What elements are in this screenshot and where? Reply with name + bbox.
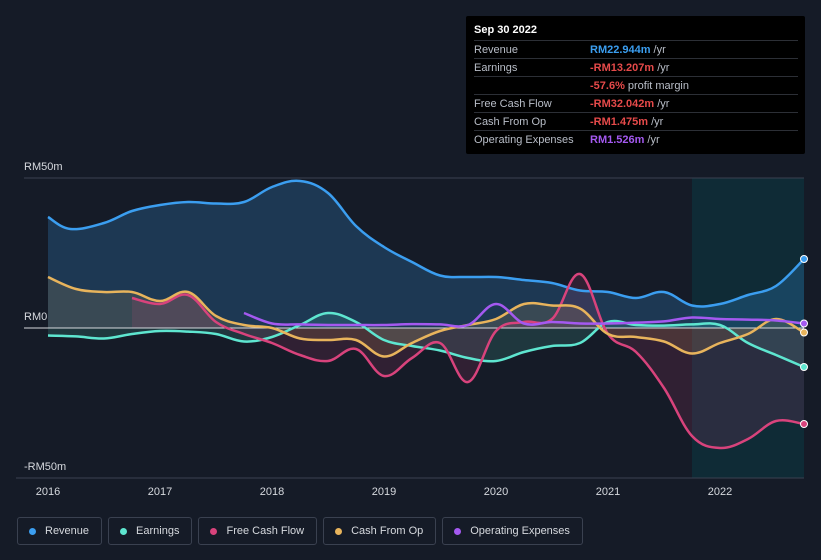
financial-history-chart: RM50m RM0 -RM50m 2016 2017 2018 2019 2020 202… (16, 161, 808, 498)
legend-dot-icon (29, 527, 36, 535)
tooltip-row-unit: /yr (653, 43, 666, 56)
x-tick-label: 2022 (708, 486, 732, 498)
legend-item-free-cash-flow[interactable]: Free Cash Flow (198, 517, 318, 545)
end-marker-operating-expenses (800, 319, 808, 328)
area-fills (48, 180, 804, 449)
tooltip-row: -57.6% profit margin (474, 77, 798, 95)
y-tick-label-top: RM50m (24, 161, 63, 173)
x-tick-label: 2020 (484, 486, 508, 498)
tooltip-row-value: -RM32.042m (590, 97, 655, 110)
line-free-cash-flow (131, 272, 805, 450)
legend-dot-icon (210, 527, 218, 535)
tooltip-row-unit: profit margin (627, 79, 689, 92)
tooltip-row-value: RM1.526m (590, 133, 645, 146)
tooltip-row: Revenue RM22.944m/yr (474, 41, 798, 59)
tooltip-row-unit: /yr (647, 133, 660, 146)
legend-item-cash-from-op[interactable]: Cash From Op (323, 517, 437, 545)
legend-label: Revenue (45, 525, 90, 537)
area-cash-from-op (48, 277, 804, 357)
tooltip-rows: Revenue RM22.944m/yr Earnings -RM13.207m/yr… (474, 41, 798, 148)
tooltip-row-value: -RM1.475m (590, 115, 649, 128)
tooltip-row: Operating Expenses RM1.526m/yr (474, 131, 798, 148)
series-end-markers (800, 255, 808, 428)
tooltip-row-label: Free Cash Flow (474, 97, 552, 110)
tooltip-date: Sep 30 2022 (474, 22, 798, 41)
line-operating-expenses (243, 302, 805, 328)
tooltip-row-label: Cash From Op (474, 115, 547, 128)
tooltip-row-unit: /yr (657, 97, 670, 110)
legend-item-revenue[interactable]: Revenue (17, 517, 103, 545)
tooltip-row-value: RM22.944m (590, 43, 651, 56)
tooltip-row-value: -57.6% (590, 79, 625, 92)
x-tick-label: 2017 (148, 486, 172, 498)
end-marker-earnings (800, 363, 808, 371)
legend-dot-icon (454, 527, 462, 535)
y-tick-label-zero: RM0 (24, 311, 47, 323)
tooltip-row-unit: /yr (657, 61, 670, 74)
tooltip-row-unit: /yr (651, 115, 664, 128)
legend-label: Free Cash Flow (226, 525, 305, 537)
area-earnings (48, 312, 804, 367)
tooltip-row: Earnings -RM13.207m/yr (474, 59, 798, 77)
end-marker-cash-from-op (800, 328, 808, 337)
legend-label: Earnings (136, 525, 180, 537)
tooltip-row: Cash From Op -RM1.475m/yr (474, 113, 798, 131)
tooltip-row: Free Cash Flow -RM32.042m/yr (474, 95, 798, 113)
tooltip-panel: Sep 30 2022 Revenue RM22.944m/yr Earnings -… (466, 16, 805, 154)
area-free-cash-flow (132, 273, 804, 449)
end-marker-free-cash-flow (800, 420, 808, 428)
legend-label: Operating Expenses (470, 525, 570, 537)
line-revenue (47, 179, 805, 308)
line-cash-from-op (47, 275, 805, 358)
tooltip-row-label: Operating Expenses (474, 133, 574, 146)
y-tick-label-bottom: -RM50m (24, 461, 66, 473)
legend-label: Cash From Op (351, 525, 424, 537)
series-lines (47, 179, 805, 450)
x-axis-ticks: 2016 2017 2018 2019 2020 2021 2022 (36, 486, 732, 498)
legend-item-earnings[interactable]: Earnings (108, 517, 193, 545)
x-tick-label: 2018 (260, 486, 284, 498)
tooltip-row-label: Earnings (474, 61, 518, 74)
x-tick-label: 2021 (596, 486, 620, 498)
x-tick-label: 2016 (36, 486, 60, 498)
end-marker-revenue (800, 255, 808, 263)
chart-legend: Revenue Earnings Free Cash Flow Cash From O… (17, 517, 583, 545)
tooltip-row-value: -RM13.207m (590, 61, 655, 74)
legend-dot-icon (120, 527, 128, 535)
legend-item-operating-expenses[interactable]: Operating Expenses (442, 517, 583, 545)
area-revenue (48, 180, 804, 328)
tooltip-row-label: Revenue (474, 43, 519, 56)
legend-dot-icon (335, 527, 343, 535)
x-tick-label: 2019 (372, 486, 396, 498)
